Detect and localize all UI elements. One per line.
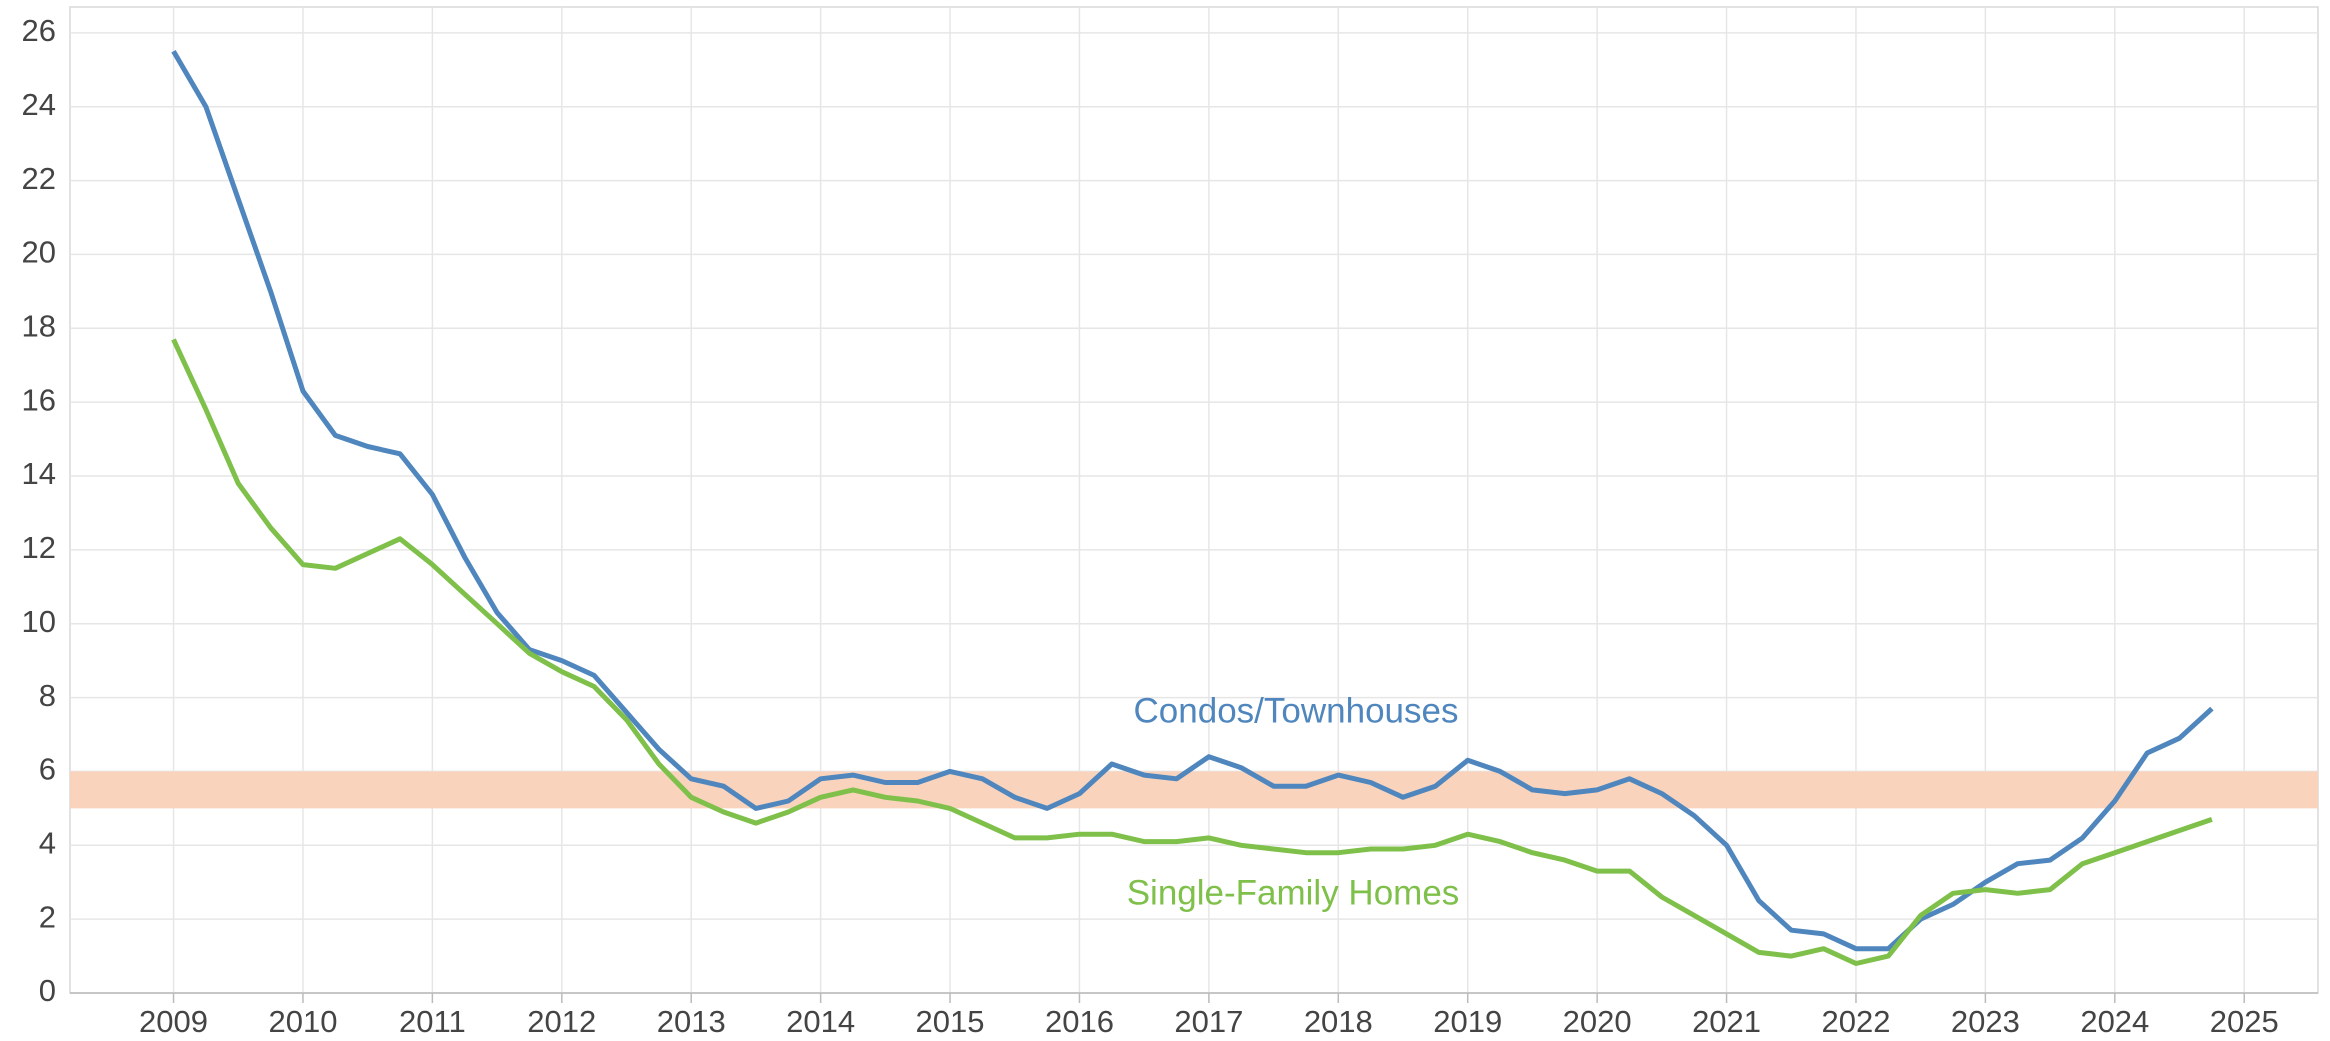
y-tick-label: 14 [22, 456, 56, 491]
y-tick-label: 10 [22, 604, 56, 639]
x-tick-label: 2019 [1433, 1004, 1502, 1039]
series-line [171, 50, 2214, 952]
x-tick-label: 2017 [1174, 1004, 1243, 1039]
x-tick-label: 2018 [1304, 1004, 1373, 1039]
x-tick-label: 2021 [1692, 1004, 1761, 1039]
x-tick-label: 2023 [1951, 1004, 2020, 1039]
y-tick-label: 18 [22, 308, 56, 343]
series-label: Single-Family Homes [1127, 873, 1460, 912]
y-tick-label: 0 [39, 973, 56, 1008]
y-tick-label: 20 [22, 235, 56, 270]
x-tick-label: 2013 [657, 1004, 726, 1039]
y-tick-label: 12 [22, 530, 56, 565]
y-tick-label: 26 [22, 13, 56, 48]
y-tick-label: 6 [39, 752, 56, 787]
x-tick-label: 2009 [139, 1004, 208, 1039]
x-tick-label: 2020 [1563, 1004, 1632, 1039]
target-band [70, 771, 2318, 809]
x-tick-label: 2010 [268, 1004, 337, 1039]
x-tick-label: 2012 [527, 1004, 596, 1039]
x-tick-label: 2024 [2080, 1004, 2149, 1039]
x-tick-label: 2015 [916, 1004, 985, 1039]
series-line [171, 338, 2213, 966]
series-label: Condos/Townhouses [1134, 691, 1459, 730]
y-tick-label: 16 [22, 382, 56, 417]
y-tick-label: 8 [39, 678, 56, 713]
x-tick-label: 2014 [786, 1004, 855, 1039]
x-tick-label: 2022 [1821, 1004, 1890, 1039]
y-tick-label: 2 [39, 899, 56, 934]
x-tick-label: 2011 [399, 1004, 466, 1039]
y-tick-label: 4 [39, 825, 56, 860]
y-tick-label: 22 [22, 161, 56, 196]
y-tick-label: 24 [22, 87, 56, 122]
x-tick-label: 2016 [1045, 1004, 1114, 1039]
x-tick-label: 2025 [2210, 1004, 2279, 1039]
